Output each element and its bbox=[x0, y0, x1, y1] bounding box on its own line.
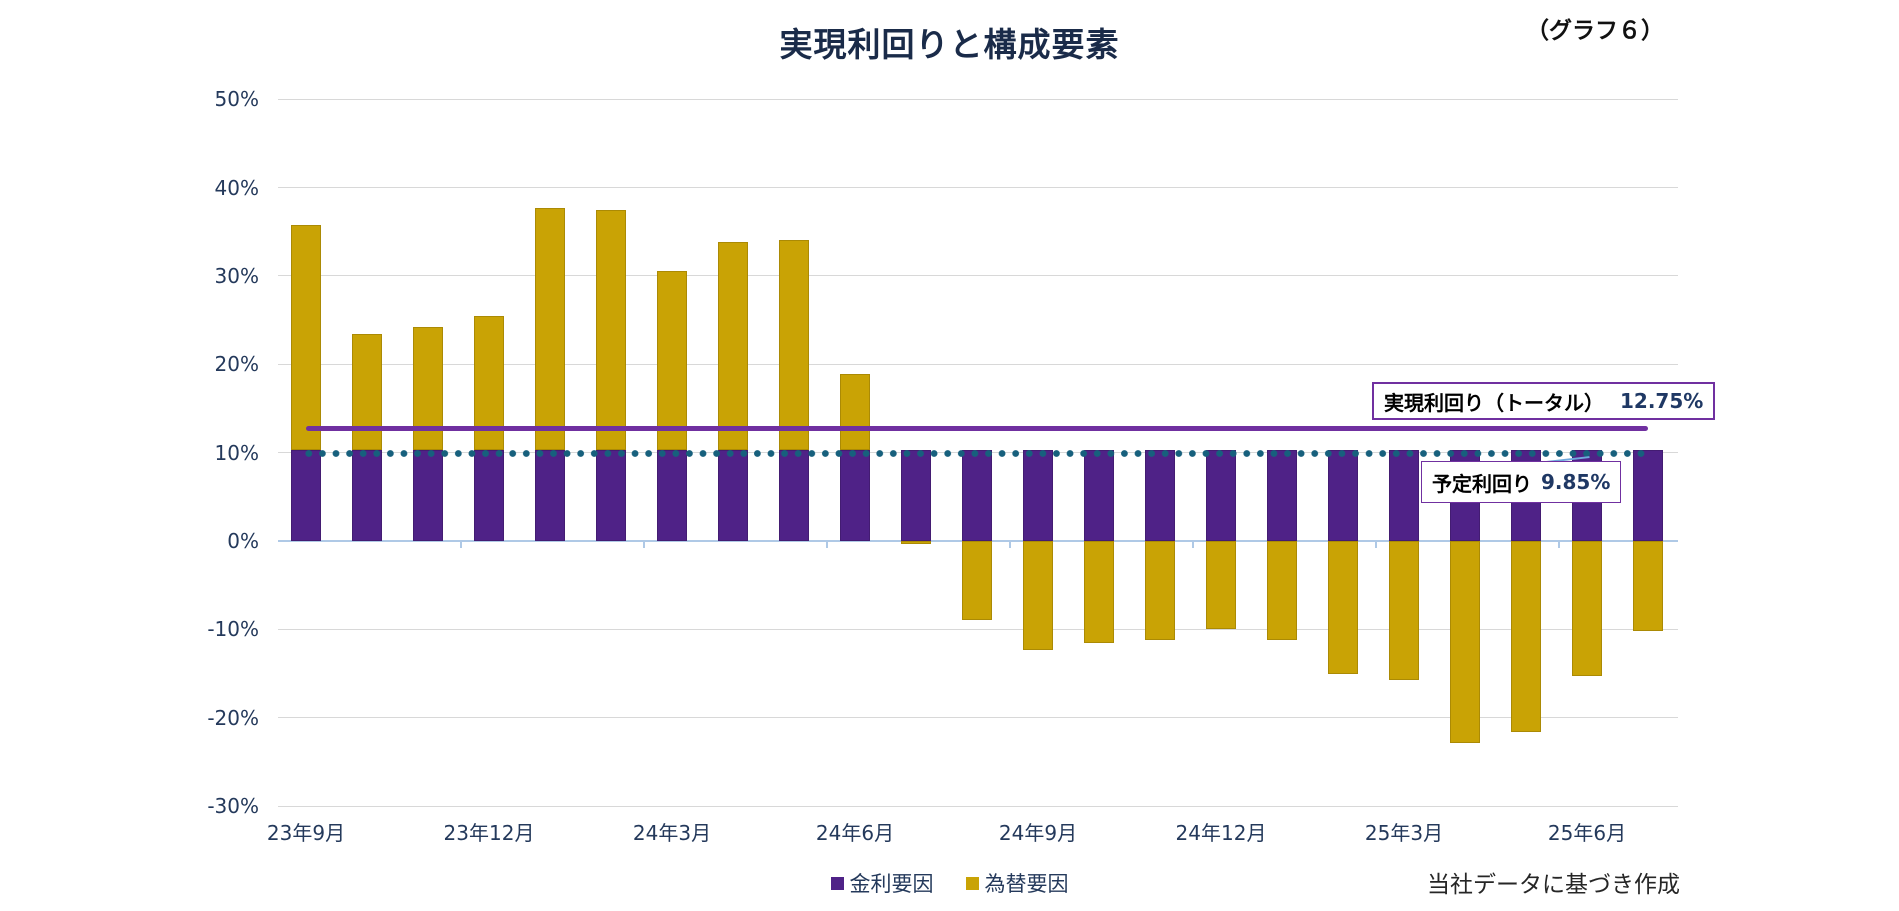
bar-interest-segment bbox=[352, 450, 382, 541]
legend-label: 金利要因 bbox=[849, 872, 934, 896]
x-axis-tick-label: 24年9月 bbox=[998, 821, 1078, 845]
realized-yield-line bbox=[306, 425, 1648, 431]
bar-interest-segment bbox=[1633, 450, 1663, 541]
y-axis-tick-label: -30% bbox=[207, 794, 259, 819]
bar-interest-segment bbox=[1389, 450, 1419, 541]
bar-fx-segment bbox=[657, 271, 687, 451]
x-axis-tick-mark bbox=[1009, 541, 1011, 548]
x-axis-tick-mark bbox=[460, 541, 462, 548]
x-axis-tick-label: 25年6月 bbox=[1547, 821, 1627, 845]
legend: 金利要因 為替要因 bbox=[0, 868, 1899, 898]
realized-yield-value: 12.75% bbox=[1620, 389, 1704, 413]
bar-fx-segment bbox=[1572, 541, 1602, 677]
scheduled-yield-label-box: 予定利回り 9.85% bbox=[1421, 461, 1622, 503]
graph-number-tag: （グラフ６） bbox=[1526, 18, 1664, 44]
bar-fx-segment bbox=[1328, 541, 1358, 674]
bar-fx-segment bbox=[1084, 541, 1114, 643]
gridline bbox=[278, 717, 1678, 719]
bar-fx-segment bbox=[840, 374, 870, 451]
y-axis-tick-label: 0% bbox=[227, 529, 259, 553]
bar-fx-segment bbox=[718, 241, 748, 451]
bar-fx-segment bbox=[962, 541, 992, 620]
realized-yield-label: 実現利回り（トータル） bbox=[1384, 390, 1604, 415]
bar-fx-segment bbox=[1023, 541, 1053, 650]
bar-interest-segment bbox=[291, 450, 321, 541]
x-axis-tick-mark bbox=[1375, 541, 1377, 548]
legend-swatch bbox=[965, 876, 979, 890]
y-axis-tick-label: -20% bbox=[207, 705, 259, 730]
x-axis-tick-label: 24年12月 bbox=[1175, 821, 1267, 845]
x-axis-tick-label: 24年3月 bbox=[632, 821, 712, 845]
bar-fx-segment bbox=[352, 333, 382, 451]
y-axis-tick-label: 10% bbox=[214, 440, 259, 465]
x-axis-tick-label: 24年6月 bbox=[815, 821, 895, 845]
gridline bbox=[278, 275, 1678, 277]
bar-fx-segment bbox=[901, 541, 931, 544]
scheduled-yield-label: 予定利回り bbox=[1432, 471, 1532, 496]
legend-label: 為替要因 bbox=[984, 872, 1069, 896]
x-axis-tick-label: 25年3月 bbox=[1364, 821, 1444, 845]
bar-interest-segment bbox=[718, 450, 748, 541]
gridline bbox=[278, 98, 1678, 100]
bar-fx-segment bbox=[1145, 541, 1175, 640]
source-note: 当社データに基づき作成 bbox=[1427, 872, 1680, 898]
bar-interest-segment bbox=[596, 450, 626, 541]
bar-fx-segment bbox=[535, 208, 565, 451]
bar-fx-segment bbox=[413, 326, 443, 451]
y-axis-tick-label: 40% bbox=[214, 175, 259, 200]
scheduled-yield-value: 9.85% bbox=[1541, 470, 1611, 494]
bar-interest-segment bbox=[474, 450, 504, 541]
x-axis-tick-mark bbox=[643, 541, 645, 548]
bar-interest-segment bbox=[901, 450, 931, 541]
realized-yield-label-box: 実現利回り（トータル） 12.75% bbox=[1372, 382, 1716, 420]
x-axis-tick-mark bbox=[1192, 541, 1194, 548]
bar-fx-segment bbox=[1267, 541, 1297, 640]
x-axis-tick-label: 23年9月 bbox=[266, 821, 346, 845]
bar-fx-segment bbox=[596, 210, 626, 451]
bar-interest-segment bbox=[962, 450, 992, 541]
bar-fx-segment bbox=[291, 225, 321, 451]
y-axis-tick-label: 30% bbox=[214, 263, 259, 288]
bar-interest-segment bbox=[1206, 450, 1236, 541]
bar-interest-segment bbox=[779, 450, 809, 541]
bar-interest-segment bbox=[1023, 450, 1053, 541]
bar-fx-segment bbox=[1206, 541, 1236, 630]
gridline bbox=[278, 805, 1678, 807]
gridline bbox=[278, 628, 1678, 630]
bar-interest-segment bbox=[1328, 450, 1358, 541]
bar-interest-segment bbox=[840, 450, 870, 541]
bar-interest-segment bbox=[1267, 450, 1297, 541]
legend-item: 金利要因 bbox=[830, 868, 934, 898]
bar-fx-segment bbox=[1633, 541, 1663, 632]
y-axis-tick-label: 50% bbox=[214, 87, 259, 112]
bar-fx-segment bbox=[1389, 541, 1419, 680]
bar-interest-segment bbox=[413, 450, 443, 541]
bar-fx-segment bbox=[1511, 541, 1541, 732]
x-axis-tick-label: 23年12月 bbox=[443, 821, 535, 845]
bar-interest-segment bbox=[1084, 450, 1114, 541]
bar-fx-segment bbox=[1450, 541, 1480, 744]
legend-item: 為替要因 bbox=[965, 868, 1069, 898]
gridline bbox=[278, 187, 1678, 188]
gridline bbox=[278, 363, 1678, 365]
x-axis-tick-mark bbox=[826, 541, 828, 548]
chart-title: 実現利回りと構成要素 bbox=[779, 25, 1120, 64]
y-axis-tick-label: -10% bbox=[207, 617, 259, 642]
x-axis-tick-mark bbox=[1558, 541, 1560, 548]
y-axis-tick-label: 20% bbox=[214, 352, 259, 377]
legend-swatch bbox=[830, 876, 844, 890]
bar-interest-segment bbox=[1145, 450, 1175, 541]
bar-fx-segment bbox=[779, 240, 809, 451]
bar-interest-segment bbox=[657, 450, 687, 541]
bar-interest-segment bbox=[535, 450, 565, 541]
scheduled-yield-dotted-line bbox=[302, 449, 1646, 459]
